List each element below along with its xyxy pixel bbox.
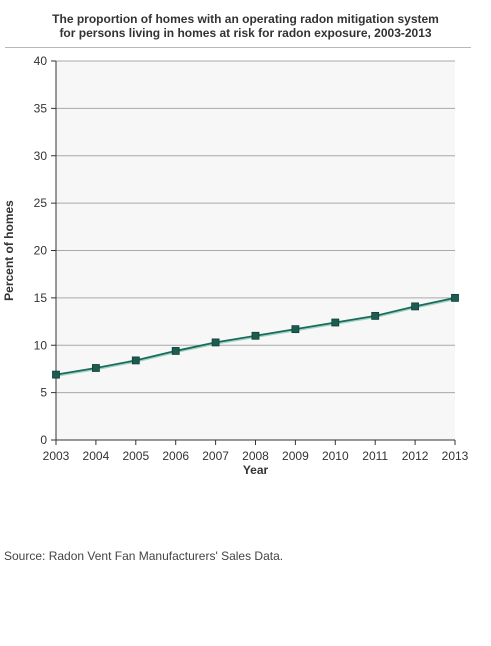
y-tick-label: 30 (34, 149, 48, 163)
y-tick-label: 20 (34, 244, 48, 258)
x-tick-label: 2010 (322, 449, 349, 463)
x-tick-label: 2005 (122, 449, 149, 463)
chart-title-line-2: for persons living in homes at risk for … (59, 26, 432, 40)
title-divider (5, 47, 471, 48)
data-point-marker (171, 347, 180, 355)
x-axis-title: Year (243, 463, 269, 477)
data-point-marker (291, 325, 300, 334)
y-tick-label: 40 (34, 54, 48, 68)
chart-title: The proportion of homes with an operatin… (0, 12, 491, 40)
x-tick-label: 2011 (362, 449, 388, 463)
x-tick-label: 2013 (442, 449, 469, 463)
data-point-marker (52, 370, 60, 379)
y-tick-label: 25 (34, 196, 48, 210)
y-tick-label: 15 (34, 291, 48, 305)
data-point-marker (131, 356, 140, 365)
y-tick-label: 0 (40, 433, 47, 447)
source-note: Source: Radon Vent Fan Manufacturers' Sa… (4, 549, 284, 563)
data-point-marker (251, 331, 260, 340)
x-tick-label: 2004 (83, 449, 110, 463)
y-axis-title: Percent of homes (2, 200, 16, 301)
y-tick-label: 5 (40, 386, 47, 400)
y-tick-label: 35 (34, 101, 48, 115)
chart-title-line-1: The proportion of homes with an operatin… (52, 12, 439, 26)
x-tick-label: 2007 (202, 449, 229, 463)
data-point-marker (451, 293, 459, 302)
y-tick-label: 10 (34, 338, 48, 352)
data-point-marker (411, 302, 420, 311)
x-tick-label: 2003 (43, 449, 70, 463)
data-point-marker (371, 311, 380, 320)
data-point-marker (331, 318, 340, 327)
x-tick-label: 2009 (282, 449, 309, 463)
x-tick-label: 2006 (162, 449, 189, 463)
x-tick-label: 2008 (242, 449, 269, 463)
data-point-marker (211, 338, 220, 347)
data-point-marker (92, 364, 100, 372)
x-tick-label: 2012 (402, 449, 429, 463)
